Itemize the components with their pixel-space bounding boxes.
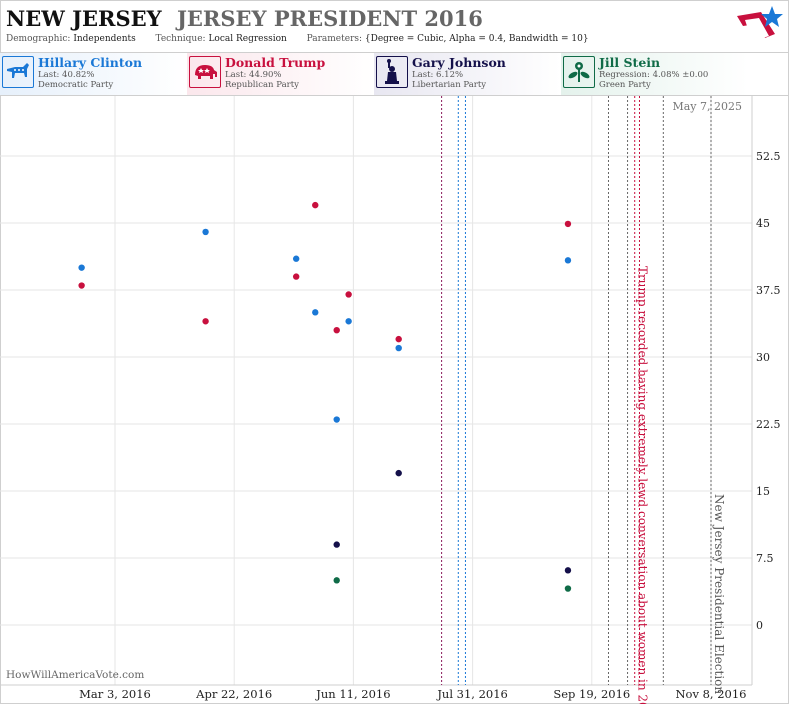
annotation-label: New Jersey Presidential Election	[712, 494, 726, 694]
date-stamp: May 7, 2025	[672, 100, 742, 113]
data-point	[78, 282, 85, 289]
x-axis-ticks: Mar 3, 2016 Apr 22, 2016 Jun 11, 2016 Jul 3…	[79, 687, 746, 701]
candidate-party: Republican Party	[225, 80, 299, 90]
candidate-party: Libertarian Party	[412, 80, 487, 90]
data-point	[202, 318, 209, 325]
gridlines	[0, 96, 753, 686]
y-tick-label: 15	[756, 485, 770, 498]
watermark: HowWillAmericaVote.com	[6, 669, 144, 681]
parameters-line: Demographic: Independents Technique: Loc…	[6, 34, 729, 44]
candidate-last: Last: 6.12%	[412, 70, 464, 80]
candidate-clinton: Hillary Clinton Last: 40.82% Democratic …	[0, 53, 187, 95]
race-title: JERSEY PRESIDENT 2016	[176, 6, 483, 31]
x-tick-label: Jun 11, 2016	[315, 687, 390, 701]
data-point	[564, 220, 572, 228]
technique-label: Technique:	[155, 34, 206, 44]
x-tick-label: Jul 31, 2016	[436, 687, 508, 701]
page-title: NEW JERSEY JERSEY PRESIDENT 2016	[6, 6, 729, 32]
data-point	[395, 335, 402, 343]
candidate-last: Last: 40.82%	[38, 70, 95, 80]
candidate-party: Democratic Party	[38, 80, 114, 90]
candidate-name: Hillary Clinton	[38, 55, 143, 70]
candidate-stein: Jill Stein Regression: 4.08% ±0.00 Green…	[561, 53, 748, 95]
state-title: NEW JERSEY	[6, 6, 162, 31]
candidate-last: Last: 44.90%	[225, 70, 282, 80]
data-point	[564, 567, 572, 574]
donkey-icon	[2, 56, 34, 88]
star-flag-logo-icon	[737, 6, 783, 38]
liberty-statue-icon	[376, 56, 408, 88]
parameters-value: {Degree = Cubic, Alpha = 0.4, Bandwidth …	[364, 34, 589, 44]
candidate-johnson: Gary Johnson Last: 6.12% Libertarian Par…	[374, 53, 561, 95]
annotation-label: Trump recorded having extremely lewd con…	[636, 266, 650, 704]
x-tick-label: Nov 8, 2016	[675, 687, 746, 701]
event-lines	[441, 96, 712, 685]
data-point	[333, 541, 340, 548]
data-point	[395, 469, 402, 477]
y-tick-label: 22.5	[756, 418, 781, 431]
candidate-party: Green Party	[599, 80, 651, 90]
data-point	[292, 273, 300, 280]
y-tick-label: 30	[756, 351, 770, 364]
parameters-label: Parameters:	[306, 34, 363, 44]
demographic-label: Demographic:	[6, 34, 71, 44]
data-point	[333, 577, 340, 584]
x-tick-label: Apr 22, 2016	[195, 687, 272, 701]
data-point	[78, 264, 85, 271]
x-tick-label: Sep 19, 2016	[553, 687, 630, 701]
flower-icon	[563, 56, 595, 88]
y-tick-label: 37.5	[756, 284, 781, 297]
y-axis-ticks: 0 7.5 15 22.5 30 37.5 45 52.5	[756, 150, 781, 632]
data-point	[564, 257, 572, 264]
data-point	[395, 344, 402, 352]
data-point	[345, 291, 352, 298]
data-point	[292, 255, 300, 262]
data-point	[202, 228, 209, 236]
candidate-name: Jill Stein	[599, 55, 661, 70]
candidate-last: Regression: 4.08% ±0.00	[599, 70, 709, 80]
technique-value: Local Regression	[208, 34, 287, 44]
chart-canvas: Trump recorded having extremely lewd con…	[0, 95, 789, 704]
x-tick-label: Mar 3, 2016	[79, 687, 151, 701]
y-tick-label: 52.5	[756, 150, 781, 163]
data-points	[78, 201, 572, 592]
data-point	[333, 327, 340, 334]
annotations: Trump recorded having extremely lewd con…	[636, 266, 726, 704]
data-point	[345, 318, 352, 325]
data-point	[312, 201, 319, 209]
data-point	[564, 585, 572, 592]
header: NEW JERSEY JERSEY PRESIDENT 2016 Demogra…	[6, 6, 729, 50]
candidate-trump: Donald Trump Last: 44.90% Republican Par…	[187, 53, 374, 95]
elephant-icon	[189, 56, 221, 88]
y-tick-label: 7.5	[756, 552, 774, 565]
header-divider	[0, 52, 789, 53]
candidate-name: Gary Johnson	[412, 55, 506, 70]
y-tick-label: 45	[756, 217, 770, 230]
data-point	[333, 416, 340, 423]
demographic-value: Independents	[73, 34, 136, 44]
candidate-legend: Hillary Clinton Last: 40.82% Democratic …	[0, 53, 789, 95]
y-tick-label: 0	[756, 619, 763, 632]
candidate-name: Donald Trump	[225, 55, 326, 70]
data-point	[312, 309, 319, 316]
